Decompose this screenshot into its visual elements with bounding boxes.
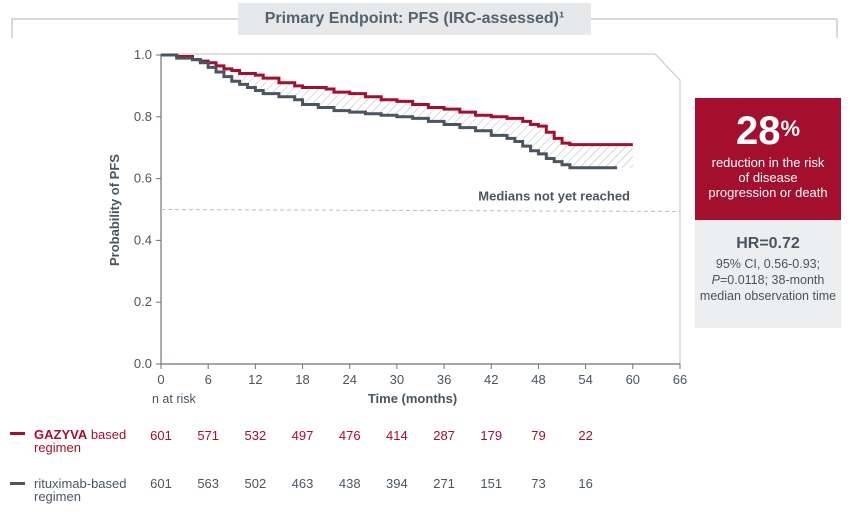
risk-value: 601	[150, 428, 172, 443]
x-tick-label: 6	[205, 372, 212, 387]
risk-value: 73	[531, 476, 546, 491]
risk-value: 463	[291, 476, 314, 491]
x-tick-label: 18	[295, 372, 309, 387]
y-tick-label: 0.8	[134, 109, 152, 124]
x-axis-label: Time (months)	[368, 391, 457, 406]
risk-value: 394	[386, 476, 408, 491]
risk-value: 438	[338, 476, 361, 491]
confidence-interval: 95% CI, 0.56-0.93; P=0.0118; 38-month me…	[699, 257, 837, 303]
axis-labels: 0.0 0.2 0.4 0.6 0.8 1.0 0 6 12 18 24 30 36 42 48 54 60 66…	[107, 47, 687, 406]
x-tick-label: 36	[437, 372, 451, 387]
x-tick-label: 48	[531, 372, 545, 387]
legend-line-rituximab	[10, 482, 25, 485]
risk-value: 287	[433, 428, 455, 443]
y-tick-label: 0.2	[134, 294, 152, 309]
y-tick-label: 0.4	[134, 232, 152, 247]
series-line-rituximab	[161, 53, 618, 170]
x-tick-label: 12	[248, 372, 262, 387]
x-tick-label: 66	[673, 372, 687, 387]
risk-value: 151	[480, 476, 503, 491]
callout-text: reduction in the risk of disease progres…	[708, 155, 828, 200]
risk-value: 22	[578, 428, 593, 443]
plot-frame	[161, 53, 681, 364]
reduction-callout: 28% reduction in the risk of disease pro…	[695, 98, 841, 232]
risk-value: 79	[531, 428, 546, 443]
x-tick-label: 42	[484, 372, 498, 387]
y-tick-label: 1.0	[134, 47, 152, 62]
hazard-ratio-box: HR=0.72 95% CI, 0.56-0.93; P=0.0118; 38-…	[695, 220, 841, 328]
x-tick-label: 24	[342, 372, 356, 387]
risk-value: 532	[244, 428, 267, 443]
risk-value: 271	[433, 476, 455, 491]
x-tick-label: 54	[578, 372, 592, 387]
series-line-gazyva	[161, 53, 633, 147]
callout-percent: 28%	[735, 109, 801, 153]
frame-outline	[11, 18, 838, 38]
risk-value: 571	[197, 428, 220, 443]
x-tick-label: 60	[626, 372, 640, 387]
risk-value: 476	[338, 428, 361, 443]
risk-value: 502	[244, 476, 267, 491]
n-at-risk-heading: n at risk	[152, 392, 196, 406]
risk-value: 497	[291, 428, 314, 443]
risk-value: 16	[578, 476, 593, 491]
risk-value: 179	[480, 428, 503, 443]
x-tick-label: 30	[390, 372, 404, 387]
series-lines	[161, 53, 633, 170]
legend-line-gazyva	[10, 432, 25, 435]
medians-annotation: Medians not yet reached	[478, 189, 630, 204]
x-tick-label: 0	[157, 372, 164, 387]
chart-title: Primary Endpoint: PFS (IRC-assessed)¹	[238, 3, 591, 35]
hazard-ratio: HR=0.72	[736, 235, 800, 252]
y-tick-label: 0.6	[134, 171, 152, 186]
legend-label-gazyva: GAZYVA based regimen	[34, 427, 127, 455]
risk-value: 563	[197, 476, 220, 491]
axes	[156, 54, 681, 369]
legend-label-rituximab: rituximab-based regimen	[34, 476, 127, 504]
y-tick-label: 0.0	[134, 356, 152, 371]
risk-value: 414	[386, 428, 408, 443]
median-reference-line	[160, 209, 681, 212]
y-axis-label: Probability of PFS	[107, 154, 122, 266]
risk-value: 601	[150, 476, 172, 491]
